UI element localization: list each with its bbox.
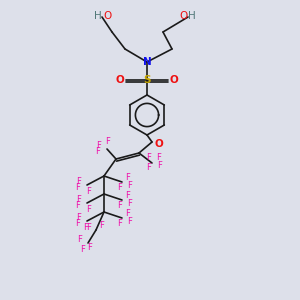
Text: F: F bbox=[157, 154, 161, 163]
Text: S: S bbox=[143, 75, 151, 85]
Text: O: O bbox=[103, 11, 111, 21]
Text: F: F bbox=[76, 212, 81, 221]
Text: F: F bbox=[126, 209, 130, 218]
Text: O: O bbox=[169, 75, 178, 85]
Text: F: F bbox=[87, 223, 92, 232]
Text: O: O bbox=[154, 139, 164, 149]
Text: F: F bbox=[118, 220, 122, 229]
Text: F: F bbox=[128, 217, 132, 226]
Text: F: F bbox=[88, 244, 92, 253]
Text: O: O bbox=[116, 75, 124, 85]
Text: F: F bbox=[76, 194, 81, 203]
Text: F: F bbox=[128, 181, 132, 190]
Text: H: H bbox=[94, 11, 102, 21]
Text: F: F bbox=[97, 140, 101, 149]
Text: F: F bbox=[84, 223, 88, 232]
Text: F: F bbox=[128, 199, 132, 208]
Text: F: F bbox=[76, 220, 80, 229]
Text: F: F bbox=[76, 184, 80, 193]
Text: F: F bbox=[81, 244, 85, 253]
Text: F: F bbox=[87, 205, 92, 214]
Text: F: F bbox=[87, 187, 92, 196]
Text: N: N bbox=[142, 57, 152, 67]
Text: F: F bbox=[100, 220, 104, 230]
Text: F: F bbox=[147, 152, 152, 161]
Text: O: O bbox=[179, 11, 187, 21]
Text: F: F bbox=[118, 182, 122, 191]
Text: F: F bbox=[96, 148, 100, 157]
Text: F: F bbox=[106, 137, 110, 146]
Text: F: F bbox=[76, 202, 80, 211]
Text: F: F bbox=[76, 176, 81, 185]
Text: F: F bbox=[78, 235, 82, 244]
Text: F: F bbox=[126, 173, 130, 182]
Text: H: H bbox=[188, 11, 196, 21]
Text: F: F bbox=[158, 161, 162, 170]
Text: F: F bbox=[147, 164, 152, 172]
Text: F: F bbox=[126, 191, 130, 200]
Text: F: F bbox=[118, 202, 122, 211]
